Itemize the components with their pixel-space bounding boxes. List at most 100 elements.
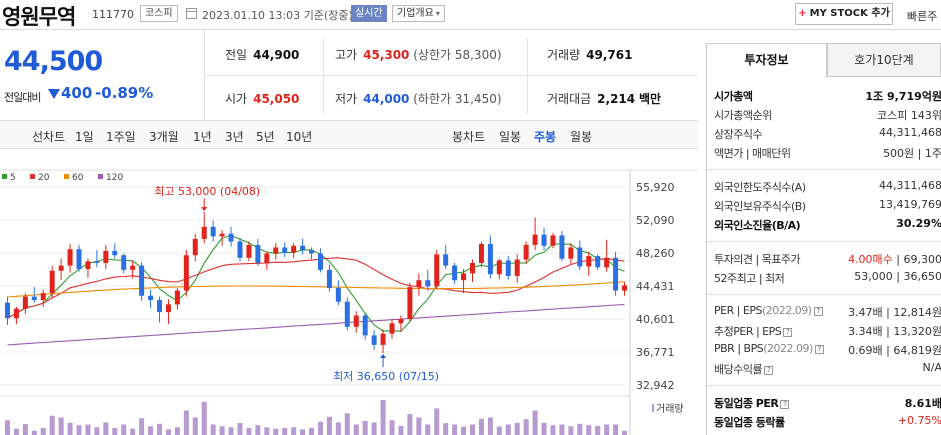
volume-bar: [586, 425, 592, 435]
y-tick-label: 32,942: [636, 379, 675, 392]
volume-bar: [139, 418, 145, 435]
price-chart[interactable]: 55,920 52,090 48,260 44,431 40,601 36,771 32,9…: [0, 150, 698, 435]
row-52week: 52주최고 | 최저 53,000 | 36,650: [714, 270, 941, 285]
tab-monthly[interactable]: 월봉: [570, 130, 593, 144]
realtime-button[interactable]: 실시간: [351, 5, 387, 22]
row-dividend: 배당수익률? N/A: [714, 361, 941, 376]
candle-body: [559, 235, 565, 259]
stat-prev: 전일 44,900: [225, 48, 300, 62]
candle-body: [443, 254, 449, 266]
volume-bar: [380, 400, 386, 435]
row-foreign-limit: 외국인한도주식수(A) 44,311,468: [714, 179, 941, 194]
row-est-per-eps: 추정PER | EPS? 3.34배 | 13,320원: [714, 325, 941, 338]
volume-bar: [443, 423, 449, 435]
tab-3m[interactable]: 3개월: [149, 130, 179, 144]
volume-bar: [76, 425, 82, 435]
candle-body: [613, 257, 619, 291]
help-icon[interactable]: ?: [780, 400, 790, 409]
y-tick-label: 44,431: [636, 280, 675, 293]
tab-5y[interactable]: 5년: [256, 130, 275, 144]
help-icon[interactable]: ?: [783, 328, 793, 337]
candle-body: [49, 270, 55, 294]
help-icon[interactable]: ?: [813, 307, 823, 316]
volume-bar: [157, 423, 162, 435]
down-triangle-icon: [48, 89, 60, 99]
volume-bar: [85, 424, 91, 435]
stat-open: 시가 45,050: [225, 92, 300, 106]
volume-bar: [434, 408, 440, 435]
stat-volume: 거래량 49,761: [547, 48, 633, 62]
candle-body: [228, 233, 234, 242]
volume-bar: [461, 426, 467, 435]
legend-label: 20: [38, 173, 50, 183]
candle-body: [604, 257, 610, 268]
y-tick-label: 55,920: [636, 181, 675, 194]
candle-body: [317, 253, 323, 270]
candle-body: [622, 285, 628, 291]
volume-bar: [541, 422, 547, 435]
tab-1y[interactable]: 1년: [193, 130, 212, 144]
volume-bar: [622, 430, 628, 435]
row-market-cap: 시가총액 1조 9,719억원: [714, 90, 941, 103]
candle-body: [398, 319, 404, 324]
candle-body: [452, 265, 458, 281]
volume-bar: [4, 420, 10, 435]
volume-bar: [201, 401, 207, 435]
company-overview-dropdown[interactable]: 기업개요 ▾: [392, 5, 445, 22]
market-badge: 코스피: [140, 5, 178, 22]
volume-bar: [130, 428, 136, 435]
candle-body: [210, 226, 216, 237]
volume-label: 거래량: [656, 403, 684, 415]
row-industry-per: 동일업종 PER? 8.61배: [714, 397, 941, 410]
tab-weekly[interactable]: 주봉: [534, 130, 557, 144]
add-mystock-button[interactable]: + MY STOCK 추가: [795, 3, 893, 25]
tab-1d[interactable]: 1일: [75, 130, 94, 144]
fast-search-link[interactable]: 빠른주: [907, 10, 938, 23]
tab-1w[interactable]: 1주일: [106, 130, 136, 144]
row-foreign-ratio: 외국인소진율(B/A) 30.29%: [714, 217, 941, 232]
candle-body: [40, 293, 46, 301]
volume-bar: [49, 415, 55, 435]
candle-body: [300, 245, 306, 251]
candle-body: [273, 247, 279, 254]
invest-info-body: 시가총액 1조 9,719억원 시가총액순위 코스피 143위 상장주식수 44,31…: [706, 77, 941, 435]
candle-body: [496, 260, 502, 275]
candle-body: [344, 301, 350, 327]
tab-10y[interactable]: 10년: [286, 130, 313, 144]
candle-body: [380, 333, 386, 345]
candle-body: [94, 261, 100, 264]
y-tick-label: 40,601: [636, 313, 675, 326]
tab-3y[interactable]: 3년: [225, 130, 244, 144]
candle-body: [103, 250, 109, 264]
row-par-value: 액면가 | 매매단위 500원 | 1주: [714, 147, 941, 160]
tab-invest-info[interactable]: 투자정보: [706, 43, 827, 77]
volume-bar: [317, 421, 323, 435]
row-market-cap-rank: 시가총액순위 코스피 143위: [714, 109, 941, 122]
candle-body: [470, 263, 475, 274]
help-icon[interactable]: ?: [764, 366, 774, 375]
candle-body: [201, 226, 207, 239]
volume-bar: [577, 423, 583, 435]
volume-bar: [264, 427, 270, 435]
divider: [205, 75, 698, 76]
tab-quote-10[interactable]: 호가10단계: [827, 43, 941, 77]
candle-body: [416, 280, 422, 288]
candle-body: [246, 244, 252, 258]
help-icon[interactable]: ?: [814, 345, 824, 354]
volume-bar: [452, 424, 458, 435]
volume-bar: [335, 422, 341, 435]
tab-daily[interactable]: 일봉: [499, 130, 522, 144]
candle-body: [541, 234, 547, 246]
legend-swatch: [98, 174, 103, 179]
divider: [707, 294, 941, 295]
row-per-eps: PER | EPS(2022.09)? 3.47배 | 12,814원: [714, 304, 941, 319]
volume-bar: [228, 427, 234, 435]
candle-body: [568, 247, 574, 259]
candle-body: [192, 238, 198, 256]
volume-bar: [183, 410, 189, 435]
candle-body: [237, 241, 243, 258]
candle-body: [389, 323, 395, 334]
volume-bar: [40, 428, 46, 435]
invest-info-panel: 투자정보 호가10단계 시가총액 1조 9,719억원 시가총액순위 코스피 143…: [706, 43, 941, 435]
volume-bar: [326, 416, 332, 435]
